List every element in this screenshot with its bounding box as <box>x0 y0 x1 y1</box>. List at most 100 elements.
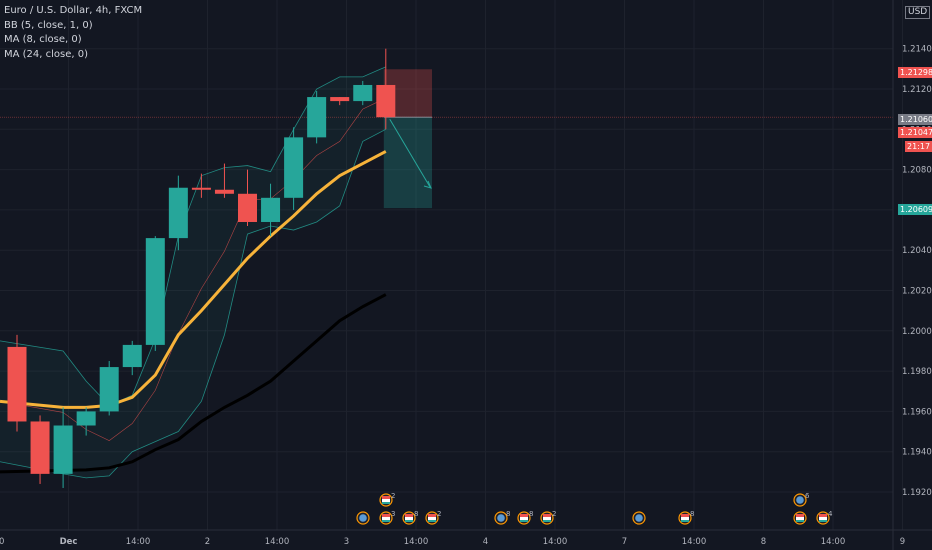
time-tick-label: 4 <box>483 537 488 547</box>
globe-icon[interactable] <box>356 511 370 525</box>
price-tick-label: 1.20800 <box>902 166 932 176</box>
candle <box>168 175 188 251</box>
event-count: 8 <box>529 510 533 518</box>
candle-body <box>330 97 350 102</box>
projection-arrow-head <box>423 180 432 189</box>
globe-icon[interactable]: 6 <box>793 492 810 507</box>
time-tick-label: 14:00 <box>821 537 846 547</box>
event-count: 4 <box>828 510 833 518</box>
candle <box>261 183 281 237</box>
flag-icon[interactable]: 2 <box>379 492 395 507</box>
flag-icon[interactable]: 4 <box>816 510 833 525</box>
candle-body <box>261 197 281 222</box>
candles <box>7 48 396 488</box>
bb-upper-line <box>0 66 386 406</box>
candle <box>30 415 50 484</box>
candle-body <box>238 193 257 222</box>
projection-arrow <box>389 118 431 188</box>
target-zone <box>383 117 432 209</box>
bb-basis-line <box>0 97 386 441</box>
price-tick-label: 1.19800 <box>902 367 932 377</box>
event-count: 6 <box>805 492 810 500</box>
candle-body <box>376 84 396 118</box>
current-price-tag: 1.21060 <box>898 114 932 125</box>
candle-body <box>122 344 142 368</box>
flag-icon[interactable]: 3 <box>379 510 395 525</box>
time-tick-label: Dec <box>60 537 78 547</box>
bb-fill <box>0 66 386 478</box>
event-count: 2 <box>391 492 395 500</box>
event-count: 8 <box>690 510 694 518</box>
candle-body <box>99 367 119 412</box>
bollinger-bands <box>0 66 386 479</box>
countdown-tag: 21:17 <box>905 141 932 152</box>
time-tick-label: 14:00 <box>682 537 707 547</box>
globe-icon[interactable] <box>632 511 646 525</box>
globe-icon[interactable]: 8 <box>494 510 510 525</box>
time-tick-label: 30 <box>0 537 4 547</box>
candle <box>76 407 96 436</box>
candle-body <box>30 421 50 474</box>
ma24-legend[interactable]: MA (24, close, 0) <box>4 48 89 60</box>
last-price-tag: 1.21047 <box>898 127 932 138</box>
price-tick-label: 1.19600 <box>902 407 932 417</box>
time-tick-label: 9 <box>900 537 905 547</box>
candle <box>53 407 73 488</box>
candle <box>191 173 211 198</box>
candle-body <box>53 425 73 474</box>
price-tick-label: 1.19400 <box>902 448 932 458</box>
candle-body <box>145 238 165 345</box>
event-count: 8 <box>506 510 510 518</box>
time-tick-label: 14:00 <box>404 537 429 547</box>
flag-icon[interactable]: 2 <box>425 510 441 525</box>
symbol-title[interactable]: Euro / U.S. Dollar, 4h, FXCM <box>4 5 143 16</box>
ma8-legend[interactable]: MA (8, close, 0) <box>4 34 82 45</box>
candle-body <box>76 411 96 426</box>
time-tick-label: 8 <box>761 537 766 547</box>
candle-body <box>353 84 373 102</box>
flag-icon[interactable]: 8 <box>678 510 694 525</box>
flag-icon[interactable]: 8 <box>517 510 533 525</box>
time-tick-label: 3 <box>344 537 349 547</box>
event-count: 3 <box>391 510 395 518</box>
indicator-legend: Euro / U.S. Dollar, 4h, FXCM BB (5, clos… <box>4 4 142 62</box>
ma8-line <box>0 150 387 409</box>
price-tick-label: 1.21200 <box>902 85 932 95</box>
moving-averages <box>0 150 387 474</box>
candle <box>145 236 165 351</box>
currency-label[interactable]: USD <box>905 6 931 19</box>
candle-body <box>284 137 304 198</box>
bb-legend[interactable]: BB (5, close, 1, 0) <box>4 19 93 31</box>
flag-icon[interactable]: 8 <box>402 510 418 525</box>
time-tick-label: 14:00 <box>543 537 568 547</box>
target-price-tag: 1.20609 <box>898 204 932 215</box>
candle <box>353 80 373 106</box>
candle <box>7 334 27 432</box>
event-count: 2 <box>552 510 556 518</box>
time-tick-label: 7 <box>622 537 627 547</box>
candle-body <box>191 187 211 190</box>
time-tick-label: 14:00 <box>126 537 151 547</box>
candle <box>99 361 119 416</box>
price-tick-label: 1.20000 <box>902 327 932 337</box>
candle <box>330 97 350 106</box>
event-count: 8 <box>414 510 418 518</box>
candle <box>214 163 234 198</box>
short-position-tool <box>0 69 893 209</box>
candle <box>284 127 304 210</box>
time-tick-label: 14:00 <box>265 537 290 547</box>
flag-icon[interactable]: 2 <box>540 510 556 525</box>
candle <box>122 340 142 376</box>
economic-events: 2 3 8 2 8 8 2 8 6 4 <box>356 492 833 525</box>
candle-body <box>307 97 327 138</box>
price-tick-label: 1.20200 <box>902 287 932 297</box>
flag-icon[interactable] <box>793 511 807 525</box>
bb-lower-line <box>0 128 386 479</box>
candle-body <box>214 189 234 194</box>
price-tick-label: 1.20400 <box>902 246 932 256</box>
ma24-line <box>0 293 387 474</box>
stop-price-tag: 1.21298 <box>898 67 932 78</box>
